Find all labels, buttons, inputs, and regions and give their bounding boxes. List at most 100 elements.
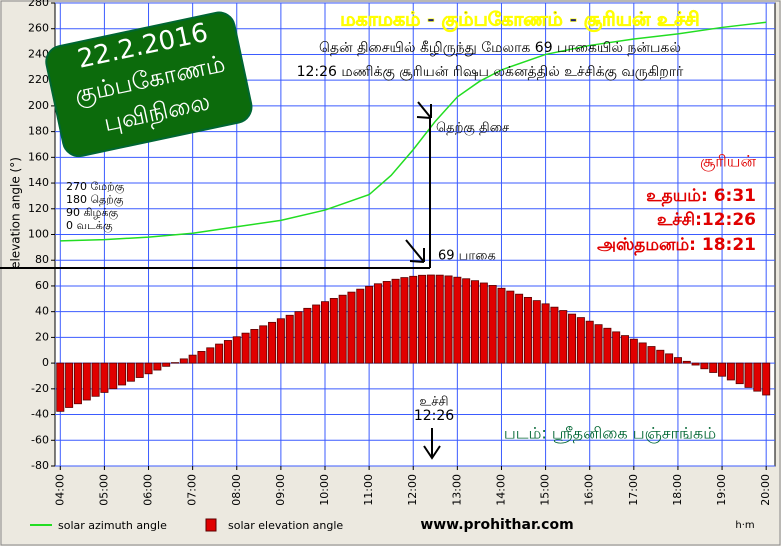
y-tick-label: 180 xyxy=(28,125,49,138)
x-tick-label: 14:00 xyxy=(494,474,507,506)
bar xyxy=(418,274,427,364)
x-tick-label: 19:00 xyxy=(715,474,728,506)
direction-note: 90 கிழக்கு xyxy=(66,206,118,221)
bar xyxy=(603,327,612,364)
x-axis-label: h·m xyxy=(735,520,754,531)
bar xyxy=(250,329,259,364)
x-tick-label: 16:00 xyxy=(583,474,596,506)
bar xyxy=(197,351,206,364)
annotation: 12:26 xyxy=(414,408,454,424)
bar xyxy=(453,276,462,364)
annotation: தெற்கு திசை xyxy=(436,121,509,136)
bar xyxy=(232,336,241,364)
x-tick-label: 05:00 xyxy=(97,474,110,506)
bar xyxy=(373,283,382,364)
bar xyxy=(73,362,82,405)
bar xyxy=(118,362,127,386)
grid: -80 -60 -40 -20 0 20 40 60 80 100 120 140 160 180 200 2… xyxy=(28,0,775,506)
legend: solar azimuth angle solar elevation angle xyxy=(30,518,343,532)
bar xyxy=(320,301,329,364)
bar xyxy=(347,291,356,364)
bar xyxy=(109,362,118,390)
bar xyxy=(215,343,224,364)
y-tick-label: 80 xyxy=(35,253,49,266)
bar xyxy=(303,307,312,364)
legend-label: solar azimuth angle xyxy=(58,519,167,532)
bar xyxy=(365,285,374,364)
y-tick-label: 60 xyxy=(35,279,49,292)
bar xyxy=(506,290,515,364)
direction-note: 0 வடக்கு xyxy=(66,219,113,234)
annotations: 22.2.2016 கும்பகோணம் புவிநிலை மகாமகம் - … xyxy=(0,8,757,533)
bar xyxy=(470,280,479,364)
bar xyxy=(753,362,762,392)
bar xyxy=(585,320,594,364)
credit: படம்: ஸ்ரீதனிகை பஞ்சாங்கம் xyxy=(504,424,716,444)
bar xyxy=(612,331,621,364)
sun-box-line: உதயம்: 6:31 xyxy=(646,186,756,206)
bar xyxy=(241,332,250,364)
y-tick-label: -20 xyxy=(31,382,49,395)
x-tick-label: 07:00 xyxy=(186,474,199,506)
x-tick-label: 11:00 xyxy=(362,474,375,506)
x-tick-label: 20:00 xyxy=(759,474,772,506)
bar xyxy=(709,362,718,373)
bar xyxy=(691,362,700,366)
subtitle: 12:26 மணிக்கு சூரியன் ரிஷப லக்னத்தில் உச… xyxy=(297,64,684,81)
bar xyxy=(276,318,285,364)
y-tick-label: 260 xyxy=(28,22,49,35)
bar xyxy=(629,338,638,364)
bar xyxy=(135,362,144,378)
legend-label: solar elevation angle xyxy=(228,519,343,532)
x-tick-label: 08:00 xyxy=(230,474,243,506)
bar xyxy=(762,362,771,396)
bar xyxy=(329,298,338,364)
x-tick-label: 18:00 xyxy=(671,474,684,506)
annotation: 69 பாகை xyxy=(438,249,496,264)
bar xyxy=(435,274,444,364)
bar xyxy=(65,362,74,408)
bar xyxy=(515,293,524,364)
y-tick-label: 100 xyxy=(28,228,49,241)
x-tick-label: 13:00 xyxy=(450,474,463,506)
bar xyxy=(488,285,497,364)
bar xyxy=(170,362,179,364)
sun-box-title: சூரியன் xyxy=(700,152,757,172)
bar xyxy=(735,362,744,385)
bar xyxy=(91,362,100,397)
bar xyxy=(550,306,559,364)
y-tick-label: -80 xyxy=(31,459,49,472)
bar xyxy=(673,357,682,364)
y-tick-label: 240 xyxy=(28,47,49,60)
sun-box-line: உச்சி:12:26 xyxy=(657,210,756,230)
direction-note: 270 மேற்கு xyxy=(66,180,125,195)
y-axis-label: elevation angle (°) xyxy=(9,157,23,269)
badge xyxy=(45,11,253,158)
bar xyxy=(682,360,691,364)
bar xyxy=(294,311,303,364)
bar xyxy=(82,362,91,401)
bar xyxy=(426,274,435,364)
x-tick-label: 06:00 xyxy=(142,474,155,506)
marks xyxy=(56,21,771,412)
bar xyxy=(179,358,188,364)
bar xyxy=(479,282,488,364)
website: www.prohithar.com xyxy=(420,517,573,533)
subtitle: தென் திசையில் கீழிருந்து மேலாக 69 பாகையி… xyxy=(319,40,681,56)
bar xyxy=(400,277,409,364)
bar xyxy=(647,346,656,364)
x-tick-label: 04:00 xyxy=(53,474,66,506)
bar xyxy=(718,362,727,377)
bar xyxy=(144,362,153,375)
arrow xyxy=(405,239,425,263)
bar xyxy=(576,317,585,364)
line xyxy=(60,21,767,242)
bar xyxy=(497,287,506,364)
bar xyxy=(523,296,532,364)
legend-swatch xyxy=(205,518,217,532)
bar xyxy=(100,362,109,393)
x-tick-label: 17:00 xyxy=(627,474,640,506)
bar xyxy=(568,313,577,364)
